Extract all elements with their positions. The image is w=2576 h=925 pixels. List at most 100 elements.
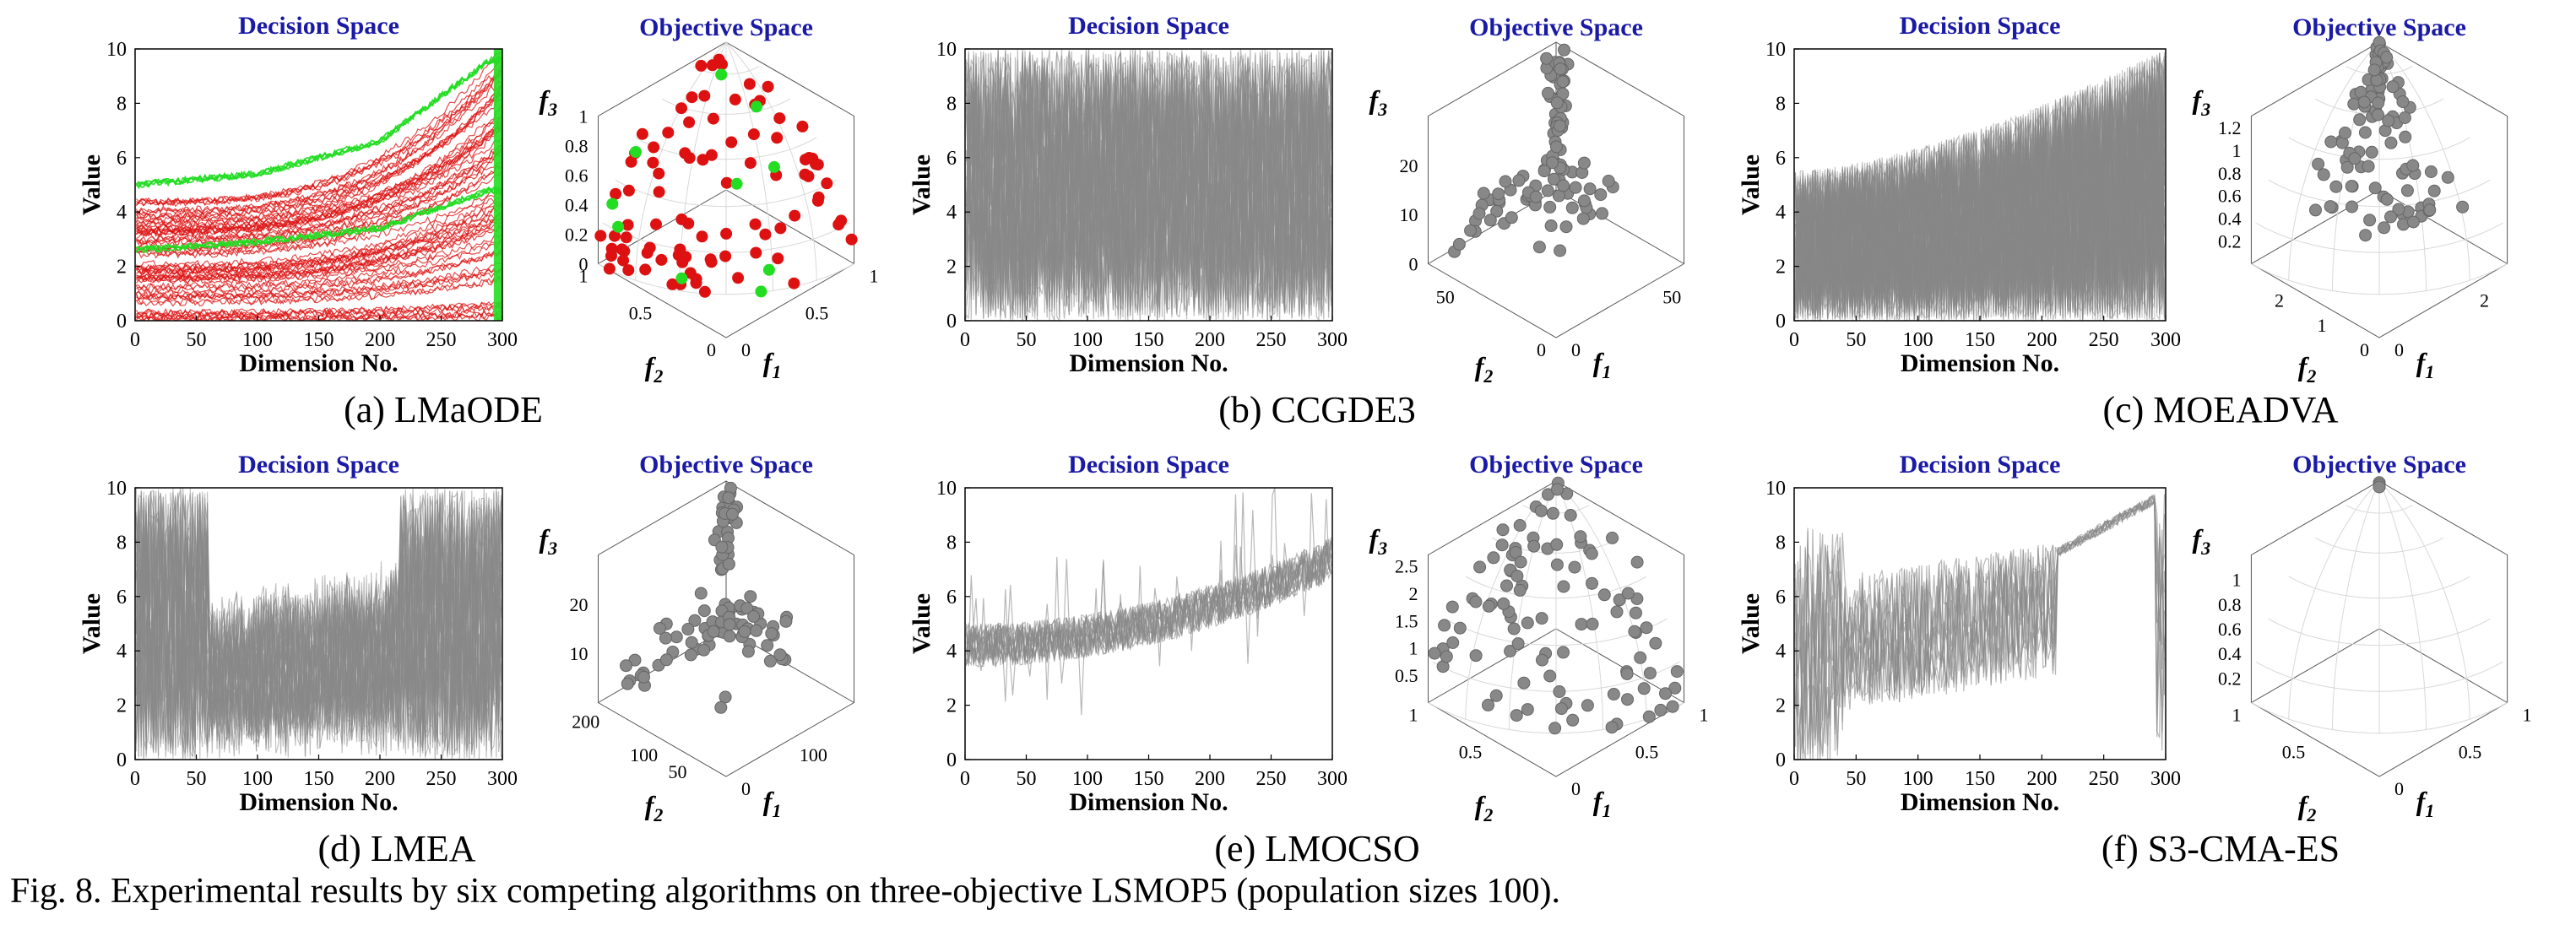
solution-point bbox=[2363, 214, 2377, 227]
y-axis-label: f2 bbox=[645, 790, 664, 825]
solution-point bbox=[1500, 579, 1513, 592]
panel-label-f: (f) S3-CMA-ES bbox=[2101, 828, 2340, 869]
decision-space-f: 0 50 100 150 200 250 300 0 2 4 6 8 10 Decision Space D… bbox=[1737, 451, 2181, 816]
decision-line bbox=[135, 93, 502, 221]
decision-line bbox=[965, 63, 1332, 318]
decision-title: Decision Space bbox=[238, 451, 399, 479]
axes-hexagon bbox=[2250, 41, 2508, 338]
y-axis-label: f2 bbox=[2298, 351, 2317, 387]
x-tick-label: 0 bbox=[130, 329, 140, 351]
solution-point bbox=[670, 630, 683, 644]
decision-line bbox=[1794, 53, 2166, 321]
y-tick-label: 0 bbox=[1776, 749, 1786, 771]
z-tick-label: 0.6 bbox=[2218, 619, 2242, 640]
solution-point bbox=[2384, 210, 2397, 224]
y-axis-label-sub: 2 bbox=[1483, 365, 1493, 387]
solution-point bbox=[788, 277, 800, 289]
solution-point bbox=[1529, 190, 1543, 203]
solution-point bbox=[751, 100, 762, 113]
x-tick-label: 150 bbox=[1965, 768, 1995, 790]
grid-meridian bbox=[2332, 480, 2380, 730]
solution-point bbox=[1511, 637, 1525, 651]
solution-point bbox=[2384, 136, 2398, 149]
solution-point bbox=[1670, 665, 1684, 679]
solution-point bbox=[730, 177, 743, 190]
solution-point bbox=[802, 170, 815, 182]
solution-point bbox=[603, 262, 616, 275]
y-tick-label: 4 bbox=[946, 641, 957, 663]
solution-point bbox=[1521, 703, 1534, 717]
decision-line bbox=[965, 51, 1332, 319]
solution-point bbox=[666, 278, 679, 290]
x-tick-label: 100 bbox=[800, 744, 827, 765]
z-tick-label: 0.8 bbox=[2218, 163, 2242, 184]
solution-point bbox=[698, 285, 711, 298]
decision-line bbox=[965, 50, 1332, 321]
solution-point bbox=[1499, 175, 1512, 188]
solution-point bbox=[2346, 200, 2358, 214]
solution-point bbox=[1527, 539, 1541, 553]
x-axis-label: f1 bbox=[1593, 786, 1612, 821]
x-tick-label: 50 bbox=[1017, 329, 1037, 351]
solution-point bbox=[845, 233, 858, 246]
solution-point bbox=[1542, 86, 1554, 100]
x-tick-label: 250 bbox=[2089, 768, 2119, 790]
objective-title: Objective Space bbox=[1469, 14, 1643, 41]
decision-lines-f bbox=[1794, 494, 2166, 760]
solution-point bbox=[719, 690, 732, 704]
solution-point bbox=[2312, 157, 2325, 170]
z-axis-label-sub: 3 bbox=[1377, 99, 1387, 120]
x-tick-label: 300 bbox=[1317, 329, 1348, 351]
decision-line bbox=[135, 251, 502, 296]
inner-axis bbox=[2251, 628, 2380, 703]
decision-line bbox=[136, 213, 502, 282]
y-axis-label: Value bbox=[78, 593, 106, 654]
decision-title: Decision Space bbox=[1068, 12, 1229, 40]
panel-label-b: (b) CCGDE3 bbox=[1218, 389, 1416, 430]
objective-points bbox=[620, 481, 794, 714]
x-tick-label: 100 bbox=[242, 768, 273, 790]
z-tick-label: 0.2 bbox=[2218, 668, 2242, 689]
x-tick-label: 50 bbox=[1662, 287, 1681, 308]
y-tick-label: 50 bbox=[1436, 287, 1455, 308]
z-tick-label: 2 bbox=[1408, 583, 1418, 604]
solution-point bbox=[630, 146, 642, 158]
grid-rim bbox=[2251, 702, 2508, 734]
solution-point bbox=[2396, 95, 2410, 108]
solution-point bbox=[1581, 699, 1594, 712]
inner-axis bbox=[725, 189, 854, 264]
solution-point bbox=[723, 618, 736, 631]
y-axis-label: Value bbox=[1737, 154, 1765, 215]
solution-point bbox=[1504, 645, 1517, 657]
solution-point bbox=[729, 93, 741, 105]
solution-point bbox=[1558, 43, 1570, 57]
y-axis-label: f2 bbox=[645, 351, 664, 387]
z-axis-label-sub: 3 bbox=[1377, 538, 1387, 559]
solution-point bbox=[1607, 688, 1620, 701]
solution-point bbox=[1547, 172, 1560, 186]
solution-point bbox=[1577, 156, 1591, 170]
decision-line bbox=[965, 488, 1331, 677]
y-tick-label: 8 bbox=[117, 532, 127, 554]
solution-point bbox=[1513, 583, 1527, 597]
decision-lines-d bbox=[135, 488, 502, 760]
selected-line bbox=[136, 57, 502, 188]
solution-point bbox=[1640, 621, 1653, 635]
decision-space-d: 0 50 100 150 200 250 300 0 2 4 6 8 10 Decision Space D… bbox=[78, 451, 518, 816]
y-axis-label-sub: 2 bbox=[2306, 804, 2316, 825]
decision-line bbox=[136, 241, 502, 290]
y-tick-label: 1 bbox=[578, 266, 588, 287]
x-tick-label: 300 bbox=[1317, 768, 1348, 790]
x-tick-label: 200 bbox=[365, 768, 395, 790]
y-axis-label-sub: 2 bbox=[653, 365, 663, 387]
solution-point bbox=[705, 149, 718, 161]
decision-line bbox=[136, 80, 502, 215]
x-tick-label: 300 bbox=[2150, 329, 2181, 351]
x-axis-label-sub: 1 bbox=[1602, 800, 1611, 821]
y-tick-label: 0 bbox=[2360, 339, 2369, 360]
solution-point bbox=[821, 177, 833, 190]
x-axis-label: f1 bbox=[1593, 347, 1612, 382]
y-tick-label: 2 bbox=[117, 695, 127, 717]
axes-hexagon bbox=[2250, 480, 2508, 777]
